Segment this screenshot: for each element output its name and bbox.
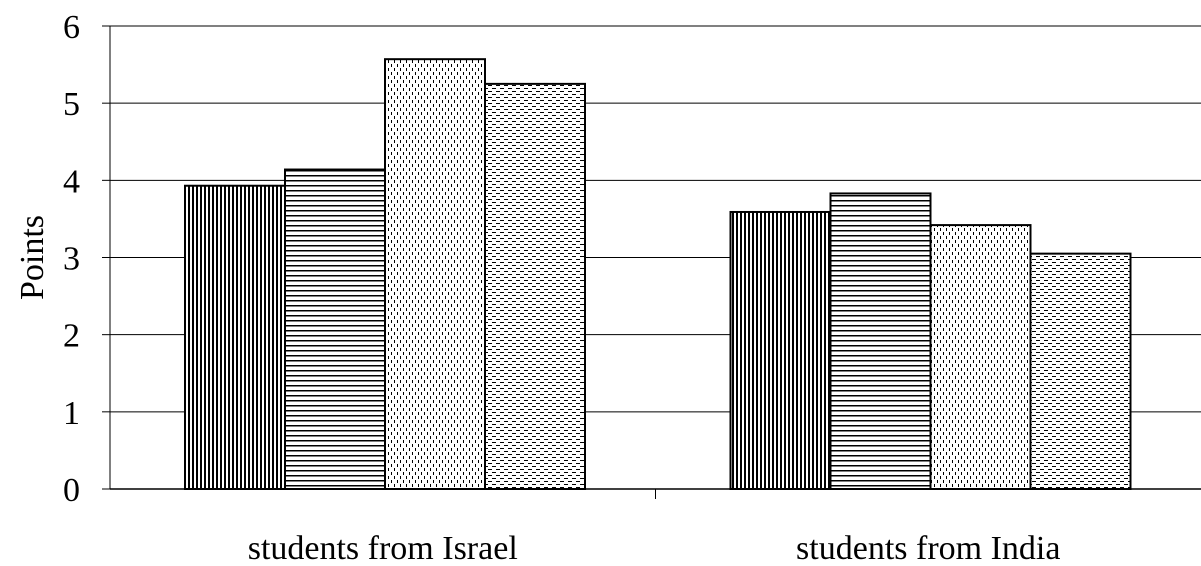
y-tick-label: 4 xyxy=(63,163,80,200)
y-tick-label: 0 xyxy=(63,472,80,509)
y-tick-label: 3 xyxy=(63,241,80,278)
category-labels: students from Israel students from India xyxy=(248,530,1061,566)
bar xyxy=(829,192,932,490)
y-axis-title: Points xyxy=(14,215,51,300)
y-tick-label: 1 xyxy=(63,395,80,432)
y-tick-label: 5 xyxy=(63,86,80,123)
bar xyxy=(729,210,832,490)
bar xyxy=(284,168,386,490)
y-tick-label: 6 xyxy=(63,9,80,46)
category-label: students from India xyxy=(796,530,1060,566)
category-label: students from Israel xyxy=(248,530,518,566)
bar xyxy=(384,58,486,490)
bar xyxy=(184,184,286,491)
bar xyxy=(929,224,1032,490)
y-tick-labels: 0 1 2 3 4 5 6 xyxy=(63,9,80,509)
bar xyxy=(484,82,586,490)
axes xyxy=(109,26,1201,499)
y-tick-label: 2 xyxy=(63,318,80,355)
bar xyxy=(1029,252,1132,490)
bars-group xyxy=(184,58,1132,491)
